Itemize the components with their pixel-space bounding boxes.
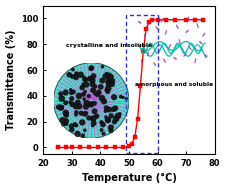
X-axis label: Temperature (°C): Temperature (°C)	[81, 173, 176, 184]
Y-axis label: Transmittance (%): Transmittance (%)	[6, 29, 16, 130]
Bar	[126, 15, 157, 153]
Text: amorphous and soluble: amorphous and soluble	[134, 82, 212, 87]
Text: crystalline and insoluble: crystalline and insoluble	[65, 43, 151, 48]
